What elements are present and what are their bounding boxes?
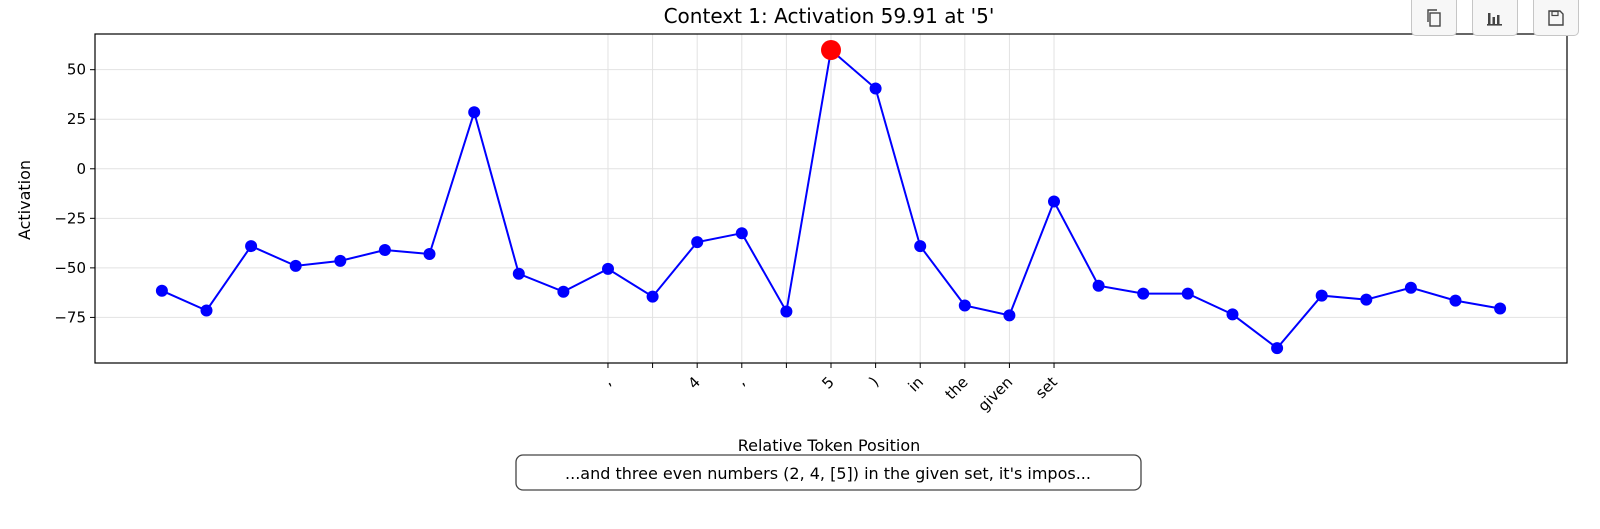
context-snippet: ...and three even numbers (2, 4, [5]) in… [565, 464, 1091, 483]
y-tick-label: −50 [54, 259, 86, 277]
x-tick-label: , [599, 373, 615, 389]
y-axis-ticks: 50 25 0 −25 −50 −75 [54, 61, 95, 326]
copy-button[interactable] [1411, 0, 1457, 36]
data-point [1092, 279, 1105, 292]
data-point [1449, 294, 1462, 307]
y-tick-label: 50 [67, 61, 86, 79]
x-tick-label: the [942, 373, 972, 403]
data-point [378, 244, 391, 256]
chart-title: Context 1: Activation 59.91 at '5' [664, 4, 995, 28]
plot-frame [94, 33, 1568, 364]
x-axis-label: Relative Token Position [738, 436, 921, 455]
x-tick-label: 4 [685, 373, 704, 392]
data-point [914, 240, 927, 253]
data-point [780, 305, 793, 318]
x-axis-ticks: , 4, 5) in the given set [599, 363, 1061, 415]
y-tick-label: 25 [67, 110, 86, 128]
data-point [423, 248, 436, 260]
save-button[interactable] [1533, 0, 1579, 36]
data-point [1048, 195, 1060, 208]
data-point [1181, 287, 1194, 300]
y-tick-label: 0 [76, 160, 86, 178]
data-point [1003, 309, 1016, 322]
data-point [1494, 302, 1507, 315]
y-tick-label: −75 [54, 308, 86, 326]
save-icon [1548, 9, 1564, 26]
x-tick-label: in [905, 373, 927, 395]
data-points [155, 40, 1507, 355]
max-activation-point [821, 40, 841, 60]
data-point [334, 254, 347, 267]
x-tick-label: 5 [818, 373, 837, 392]
data-point [1226, 308, 1239, 321]
context-box [515, 454, 1142, 491]
data-point [958, 299, 971, 312]
data-point [646, 290, 659, 303]
x-tick-label: ) [866, 373, 883, 390]
data-point [557, 285, 570, 298]
x-tick-label: given [974, 373, 1016, 415]
data-point [468, 106, 481, 119]
data-point [1271, 342, 1284, 355]
data-point [200, 304, 213, 317]
data-point [735, 227, 748, 240]
x-tick-label: set [1032, 373, 1061, 402]
grid-lines [95, 34, 1567, 363]
x-tick-label: , [733, 373, 749, 389]
data-point [1315, 289, 1328, 302]
y-axis-label: Activation [15, 160, 34, 240]
data-point [1137, 287, 1150, 300]
data-point [512, 267, 525, 280]
data-point [289, 259, 302, 272]
data-point [602, 262, 614, 275]
data-point [869, 82, 882, 95]
data-point [1404, 281, 1417, 294]
copy-icon [1427, 8, 1441, 27]
data-point [155, 284, 168, 297]
y-tick-label: −25 [54, 209, 86, 227]
bar-chart-icon [1487, 12, 1502, 26]
data-point [1360, 293, 1373, 306]
data-point [245, 240, 258, 253]
chart-view-button[interactable] [1472, 0, 1518, 36]
data-point [691, 236, 704, 249]
